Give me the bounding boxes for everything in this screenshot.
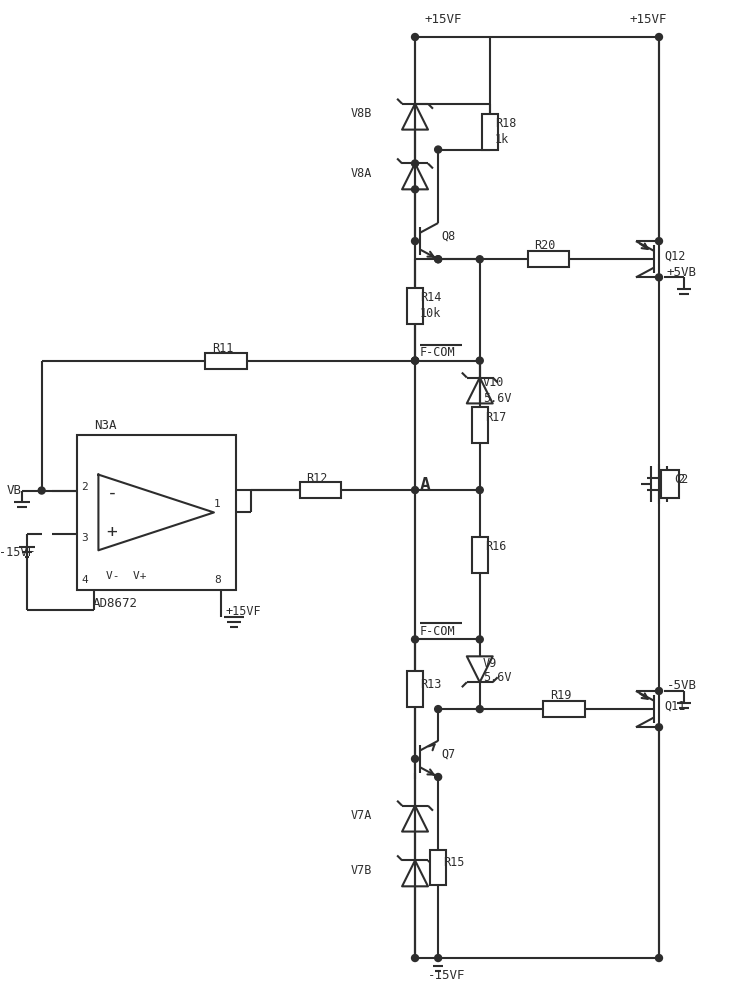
Text: F-COM: F-COM [420,625,456,638]
Text: +15VF: +15VF [226,605,262,618]
Circle shape [412,636,419,643]
Circle shape [412,238,419,245]
Text: 1: 1 [214,499,221,509]
Circle shape [476,487,483,494]
Text: N3A: N3A [95,419,117,432]
Text: +: + [107,523,117,541]
Text: 5.6V: 5.6V [483,392,511,405]
Bar [544,701,586,717]
Text: V10: V10 [483,376,504,389]
Text: R20: R20 [535,239,556,252]
Text: R17: R17 [485,411,506,424]
Text: 10k: 10k [420,307,442,320]
Circle shape [412,487,419,494]
Circle shape [412,34,419,40]
Text: Q8: Q8 [441,230,455,243]
Circle shape [656,687,662,694]
Text: R15: R15 [443,856,465,869]
Text: V9: V9 [483,657,497,670]
Text: C2: C2 [674,473,688,486]
Circle shape [412,357,419,364]
Text: V7A: V7A [351,809,372,822]
Text: V7B: V7B [351,864,372,877]
Text: V-  V+: V- V+ [107,571,147,581]
Circle shape [435,955,442,961]
Bar [407,288,423,324]
Text: R19: R19 [551,689,572,702]
Text: V8B: V8B [351,107,372,120]
Bar [471,407,488,443]
Text: 1k: 1k [495,133,509,146]
Circle shape [656,724,662,731]
Text: Q12: Q12 [664,250,686,263]
Text: -5VB: -5VB [667,679,697,692]
Text: Q11: Q11 [664,700,686,713]
Circle shape [656,238,662,245]
Circle shape [476,706,483,713]
Circle shape [412,160,419,167]
Bar [77,435,236,590]
Bar [527,251,569,267]
Circle shape [435,256,442,263]
Circle shape [435,774,442,780]
Bar [430,850,446,885]
Text: R11: R11 [212,342,233,355]
Text: -15VF: -15VF [428,969,466,982]
Text: R14: R14 [420,291,442,304]
Text: F-COM: F-COM [420,346,456,359]
Circle shape [412,357,419,364]
Text: A: A [420,476,431,494]
Text: +15VF: +15VF [425,13,463,26]
Circle shape [412,186,419,193]
Circle shape [435,146,442,153]
Circle shape [435,256,442,263]
Text: +5VB: +5VB [667,266,697,279]
Circle shape [656,955,662,961]
Circle shape [38,487,46,494]
Text: R12: R12 [307,472,328,485]
Bar [471,537,488,573]
Circle shape [412,755,419,762]
Text: 3: 3 [81,533,88,543]
Bar [661,470,679,498]
Circle shape [476,636,483,643]
Circle shape [656,274,662,281]
Text: +15VF: +15VF [629,13,667,26]
Text: V8A: V8A [351,167,372,180]
Text: R13: R13 [420,678,442,691]
Text: R18: R18 [495,117,516,130]
Text: AD8672: AD8672 [93,597,137,610]
Text: -15VF: -15VF [0,546,34,559]
Text: R16: R16 [485,540,506,553]
Bar [482,114,498,150]
Bar [205,353,247,369]
Circle shape [412,357,419,364]
Circle shape [435,706,442,713]
Text: -: - [107,484,117,502]
Circle shape [412,955,419,961]
Text: Q7: Q7 [441,747,455,760]
Text: VB: VB [7,484,22,497]
Bar [407,671,423,707]
Text: C2: C2 [671,473,685,486]
Text: 8: 8 [214,575,221,585]
Circle shape [656,34,662,40]
Bar [300,482,342,498]
Text: 2: 2 [81,482,88,492]
Text: 5.6V: 5.6V [483,671,511,684]
Circle shape [476,357,483,364]
Text: 4: 4 [81,575,88,585]
Circle shape [476,256,483,263]
